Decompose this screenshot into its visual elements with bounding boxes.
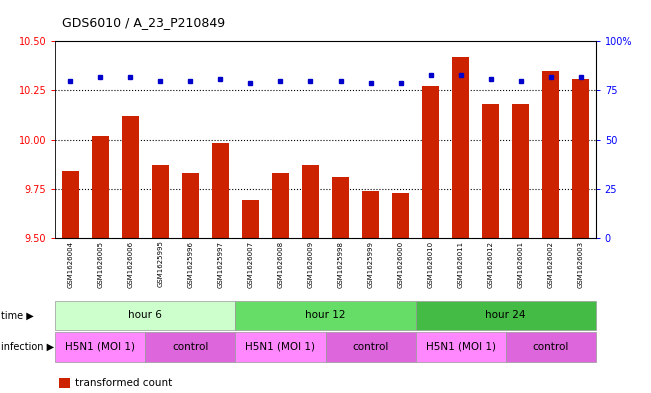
Text: H5N1 (MOI 1): H5N1 (MOI 1) — [245, 342, 316, 352]
Text: hour 12: hour 12 — [305, 310, 346, 320]
Text: infection ▶: infection ▶ — [1, 342, 54, 352]
Text: control: control — [173, 342, 208, 352]
Bar — [512, 104, 529, 238]
Text: hour 24: hour 24 — [486, 310, 526, 320]
Bar — [152, 165, 169, 238]
Text: transformed count: transformed count — [75, 378, 172, 388]
Bar — [182, 173, 199, 238]
Text: hour 6: hour 6 — [128, 310, 162, 320]
Bar — [422, 86, 439, 238]
Bar — [452, 57, 469, 238]
Text: H5N1 (MOI 1): H5N1 (MOI 1) — [65, 342, 135, 352]
Bar — [92, 136, 109, 238]
Text: control: control — [533, 342, 569, 352]
Text: GDS6010 / A_23_P210849: GDS6010 / A_23_P210849 — [62, 17, 225, 29]
Bar — [122, 116, 139, 238]
Bar — [362, 191, 379, 238]
Bar — [212, 143, 229, 238]
Bar — [572, 79, 589, 238]
Bar — [242, 200, 258, 238]
Bar — [482, 104, 499, 238]
Bar — [272, 173, 289, 238]
Text: control: control — [352, 342, 389, 352]
Bar — [332, 177, 349, 238]
Bar — [393, 193, 409, 238]
Bar — [542, 71, 559, 238]
Text: H5N1 (MOI 1): H5N1 (MOI 1) — [426, 342, 495, 352]
Text: time ▶: time ▶ — [1, 310, 33, 320]
Bar — [62, 171, 79, 238]
Bar — [302, 165, 319, 238]
